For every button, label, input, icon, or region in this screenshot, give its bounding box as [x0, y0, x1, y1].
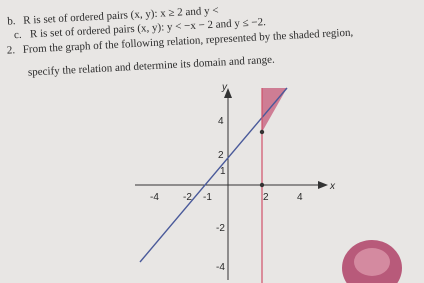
- graph: y x 4 2 1 -2 -4 -4 -2 -1 2 4: [135, 82, 336, 283]
- x-tick-label: -4: [150, 192, 159, 203]
- x-tick-label: 2: [263, 192, 269, 203]
- x-tick-label: 4: [297, 192, 303, 203]
- y-arrow: [224, 88, 232, 98]
- item-label: b.: [7, 15, 16, 27]
- thumb-nail: [354, 248, 390, 276]
- x-tick-label: -2: [183, 192, 192, 203]
- y-tick-label: 4: [218, 116, 224, 127]
- y-axis-label: y: [221, 82, 228, 93]
- y-tick-label: -4: [216, 262, 225, 273]
- x-tick-label: -1: [203, 192, 212, 203]
- point: [259, 129, 265, 135]
- y-tick-label: 1: [220, 166, 226, 177]
- item-label: c.: [14, 29, 22, 41]
- y-tick-label: -2: [216, 223, 225, 234]
- x-axis-label: x: [329, 181, 336, 192]
- shaded-region: [262, 88, 287, 132]
- point: [259, 182, 265, 188]
- x-arrow: [318, 181, 328, 189]
- y-tick-label: 2: [218, 150, 224, 161]
- item-label: 2.: [6, 44, 15, 56]
